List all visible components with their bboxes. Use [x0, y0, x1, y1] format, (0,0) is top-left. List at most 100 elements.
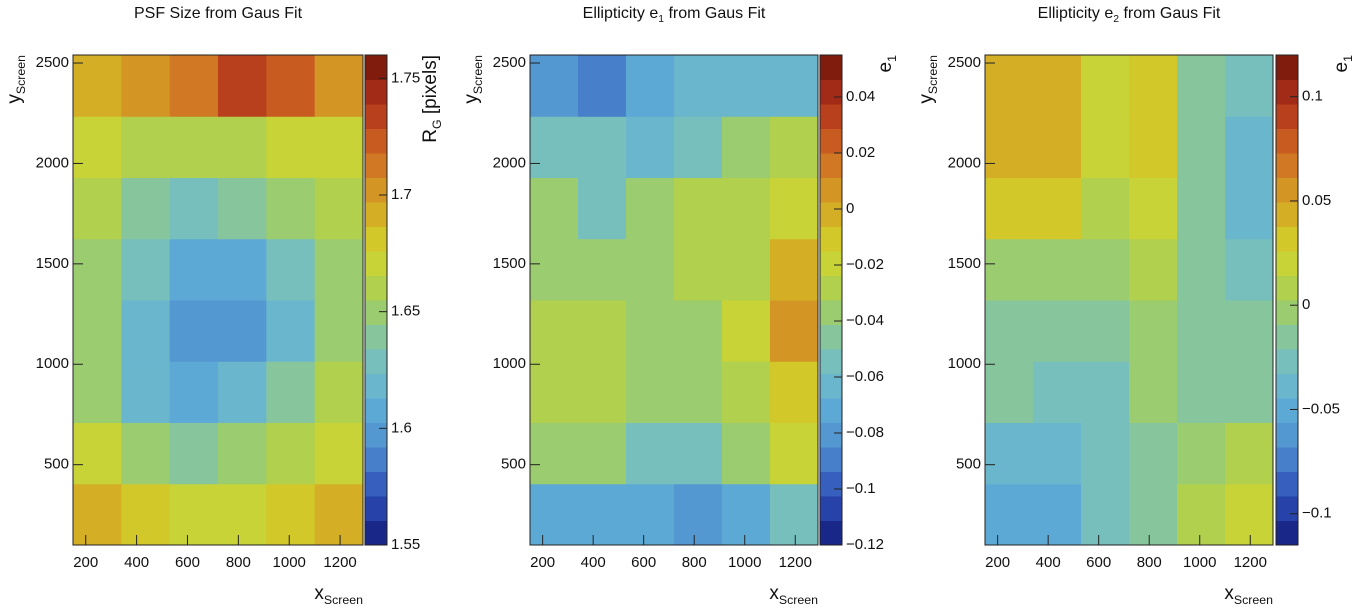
heatmap-cell: [722, 361, 771, 423]
heatmap-cell: [1177, 55, 1226, 117]
colorbar-swatch: [365, 55, 387, 80]
heatmap-cell: [626, 483, 675, 546]
colorbar-swatch: [1276, 177, 1298, 203]
x-tick-label: 600: [175, 554, 200, 571]
heatmap-cell: [266, 177, 316, 240]
colorbar-swatch: [365, 153, 387, 178]
heatmap-cell: [1129, 422, 1178, 485]
x-axis-label: xScreen: [769, 583, 818, 607]
y-tick-label: 1000: [948, 355, 981, 372]
heatmap-cell: [169, 300, 219, 362]
colorbar-tick-label: 0.02: [846, 144, 875, 161]
colorbar-swatch: [365, 373, 387, 399]
heatmap-cell: [314, 116, 364, 178]
x-axis-label: xScreen: [1224, 583, 1273, 607]
heatmap-cell: [1225, 238, 1274, 301]
colorbar-swatch: [820, 177, 842, 203]
heatmap-cell: [530, 177, 579, 240]
heatmap-cell: [314, 177, 364, 240]
heatmap-cell: [218, 300, 267, 362]
heatmap-cell: [73, 55, 122, 117]
heatmap-cell: [73, 238, 122, 301]
colorbar-swatch: [820, 520, 842, 546]
colorbar-swatch: [820, 202, 842, 227]
heatmap-cell: [626, 238, 675, 301]
text-part: from Gaus Fit: [1119, 5, 1221, 22]
heatmap-cell: [985, 177, 1034, 240]
text-part: y: [916, 94, 937, 104]
heatmap-cell: [1225, 116, 1274, 178]
y-tick-label: 2500: [948, 54, 981, 71]
text-part: y: [461, 94, 482, 104]
text-part: 1: [1341, 55, 1353, 62]
text-part: e: [875, 62, 896, 73]
x-tick-label: 800: [682, 554, 707, 571]
colorbar-tick-label: 0.05: [1302, 192, 1331, 209]
colorbar-swatch: [820, 226, 842, 252]
heatmap-cell: [722, 177, 771, 240]
heatmap-cell: [1033, 300, 1082, 362]
heatmap-cell: [1129, 116, 1178, 178]
text-part: R: [420, 129, 441, 143]
heatmap-cell: [770, 55, 819, 117]
x-axis-label: xScreen: [314, 583, 363, 607]
heatmap-cell: [985, 361, 1034, 423]
heatmap-cell: [121, 238, 171, 301]
heatmap-cell: [1225, 361, 1274, 423]
colorbar-frame: [1275, 54, 1299, 546]
heatmap-cell: [770, 238, 819, 301]
heatmap-cell: [266, 361, 316, 423]
heatmap-cell: [770, 177, 819, 240]
y-tick-label: 500: [501, 456, 526, 473]
x-tick-label: 800: [226, 554, 251, 571]
colorbar-swatch: [1276, 251, 1298, 276]
y-tick-label: 2000: [36, 154, 69, 171]
text-part: from Gaus Fit: [664, 5, 766, 22]
y-tick-label: 2000: [493, 154, 526, 171]
text-part: Screen: [1234, 593, 1273, 607]
heatmap-cell: [722, 55, 771, 117]
heatmap-cell: [1225, 483, 1274, 546]
heatmap-cell: [674, 116, 723, 178]
heatmap-cell: [1081, 55, 1130, 117]
heatmap-cell: [985, 422, 1034, 485]
heatmap-cell: [1177, 422, 1226, 485]
colorbar-tick-label: −0.05: [1302, 400, 1340, 417]
heatmap-cell: [314, 55, 364, 117]
colorbar-swatch: [1276, 324, 1298, 350]
text-part: 1: [885, 55, 899, 62]
heatmap-cell: [674, 300, 723, 362]
heatmap-cell: [1081, 361, 1130, 423]
text-part: y: [4, 94, 25, 104]
heatmap-cell: [1225, 300, 1274, 362]
colorbar-tick-label: −0.1: [1302, 505, 1332, 522]
heatmap-cell: [578, 300, 627, 362]
heatmap-cell: [626, 177, 675, 240]
heatmap-cell: [73, 361, 122, 423]
y-tick-label: 500: [44, 456, 69, 473]
heatmap-cell: [626, 422, 675, 485]
text-part: Ellipticity e: [583, 5, 659, 22]
heatmap-cell: [121, 361, 171, 423]
heatmap-cell: [266, 422, 316, 485]
heatmap-cell: [1033, 361, 1082, 423]
heatmap-cell: [770, 422, 819, 485]
heatmap-cell: [578, 55, 627, 117]
x-tick-label: 1200: [779, 554, 812, 571]
colorbar-swatch: [820, 275, 842, 301]
heatmap-cell: [1081, 116, 1130, 178]
heatmap-cell: [985, 300, 1034, 362]
colorbar-swatch: [1276, 349, 1298, 374]
colorbar-swatch: [820, 251, 842, 276]
heatmap-cell: [1081, 238, 1130, 301]
colorbar-tick-label: 1.7: [391, 186, 412, 203]
colorbar-tick-label: 1.55: [391, 536, 420, 553]
colorbar-swatch: [820, 300, 842, 325]
heatmap-cell: [169, 483, 219, 546]
heatmap-cell: [626, 55, 675, 117]
colorbar-swatch: [365, 349, 387, 374]
heatmap-cell: [1033, 483, 1082, 546]
colorbar-tick-label: 0.04: [846, 88, 875, 105]
colorbar-swatch: [365, 520, 387, 546]
colorbar-label: RG [pixels]: [420, 55, 444, 143]
